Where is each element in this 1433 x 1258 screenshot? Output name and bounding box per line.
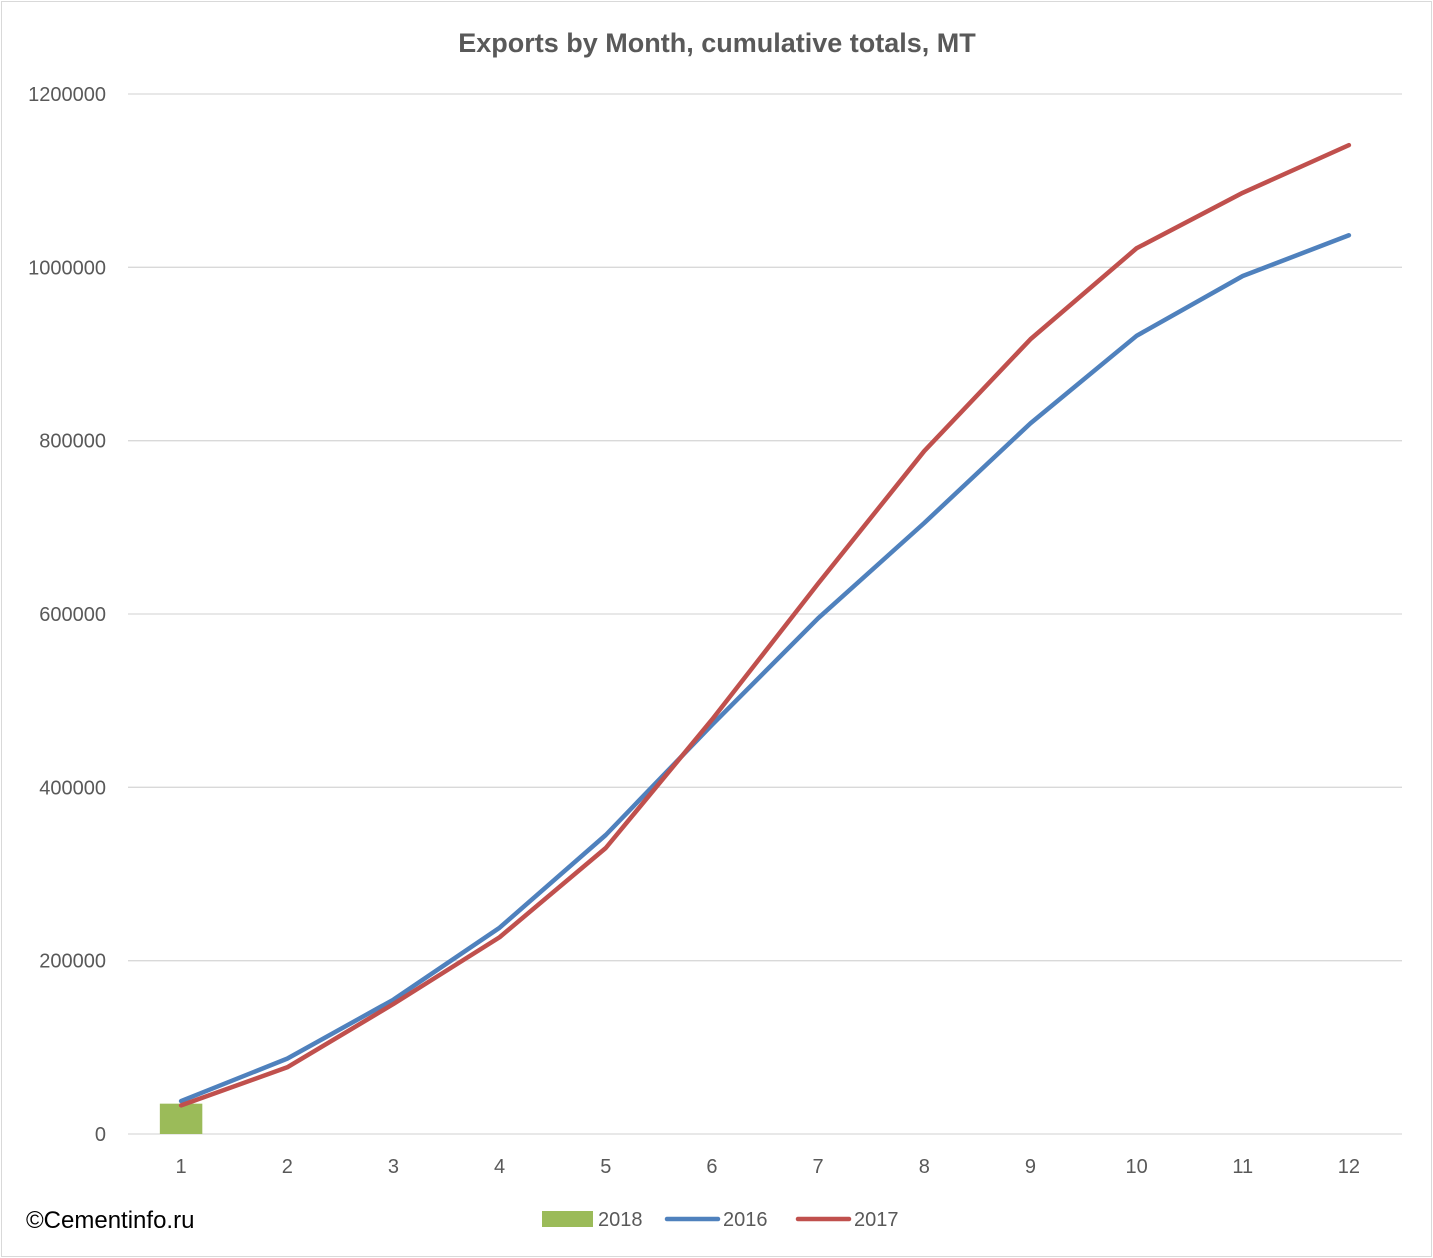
x-tick-label: 11 <box>1232 1156 1253 1178</box>
y-axis-tick-labels: 0 200000 400000 600000 800000 1000000 1200000 <box>28 84 106 1146</box>
x-tick-label: 4 <box>494 1156 505 1178</box>
y-tick-label: 800000 <box>39 431 106 453</box>
legend-label-2017: 2017 <box>854 1209 899 1231</box>
series-line-2017 <box>178 142 1352 1108</box>
gridlines <box>128 93 1402 1135</box>
legend-swatch-2018 <box>542 1211 593 1227</box>
chart-title: Exports by Month, cumulative totals, MT <box>458 28 976 58</box>
legend-label-2018: 2018 <box>598 1209 643 1231</box>
y-tick-label: 200000 <box>39 951 106 973</box>
y-tick-label: 400000 <box>39 777 106 799</box>
y-tick-label: 0 <box>95 1124 106 1146</box>
watermark-text: ©Cementinfo.ru <box>26 1207 195 1234</box>
legend: 2018 2016 2017 <box>542 1209 899 1231</box>
x-tick-label: 6 <box>706 1156 717 1178</box>
y-tick-label: 1200000 <box>28 84 106 106</box>
series-line-2016 <box>178 233 1352 1104</box>
x-tick-label: 8 <box>919 1156 930 1178</box>
x-tick-label: 12 <box>1338 1156 1360 1178</box>
legend-label-2016: 2016 <box>723 1209 768 1231</box>
bar-series <box>159 1103 203 1134</box>
x-axis-tick-labels: 1 2 3 4 5 6 7 8 9 10 11 12 <box>176 1156 1361 1178</box>
bar-2018-1 <box>159 1103 203 1134</box>
x-tick-label: 5 <box>600 1156 611 1178</box>
line-series <box>178 142 1352 1108</box>
x-tick-label: 3 <box>388 1156 399 1178</box>
x-tick-label: 7 <box>813 1156 824 1178</box>
y-tick-label: 600000 <box>39 604 106 626</box>
y-tick-label: 1000000 <box>28 257 106 279</box>
x-tick-label: 9 <box>1025 1156 1036 1178</box>
x-tick-label: 10 <box>1125 1156 1147 1178</box>
x-tick-label: 2 <box>282 1156 293 1178</box>
x-tick-label: 1 <box>176 1156 187 1178</box>
